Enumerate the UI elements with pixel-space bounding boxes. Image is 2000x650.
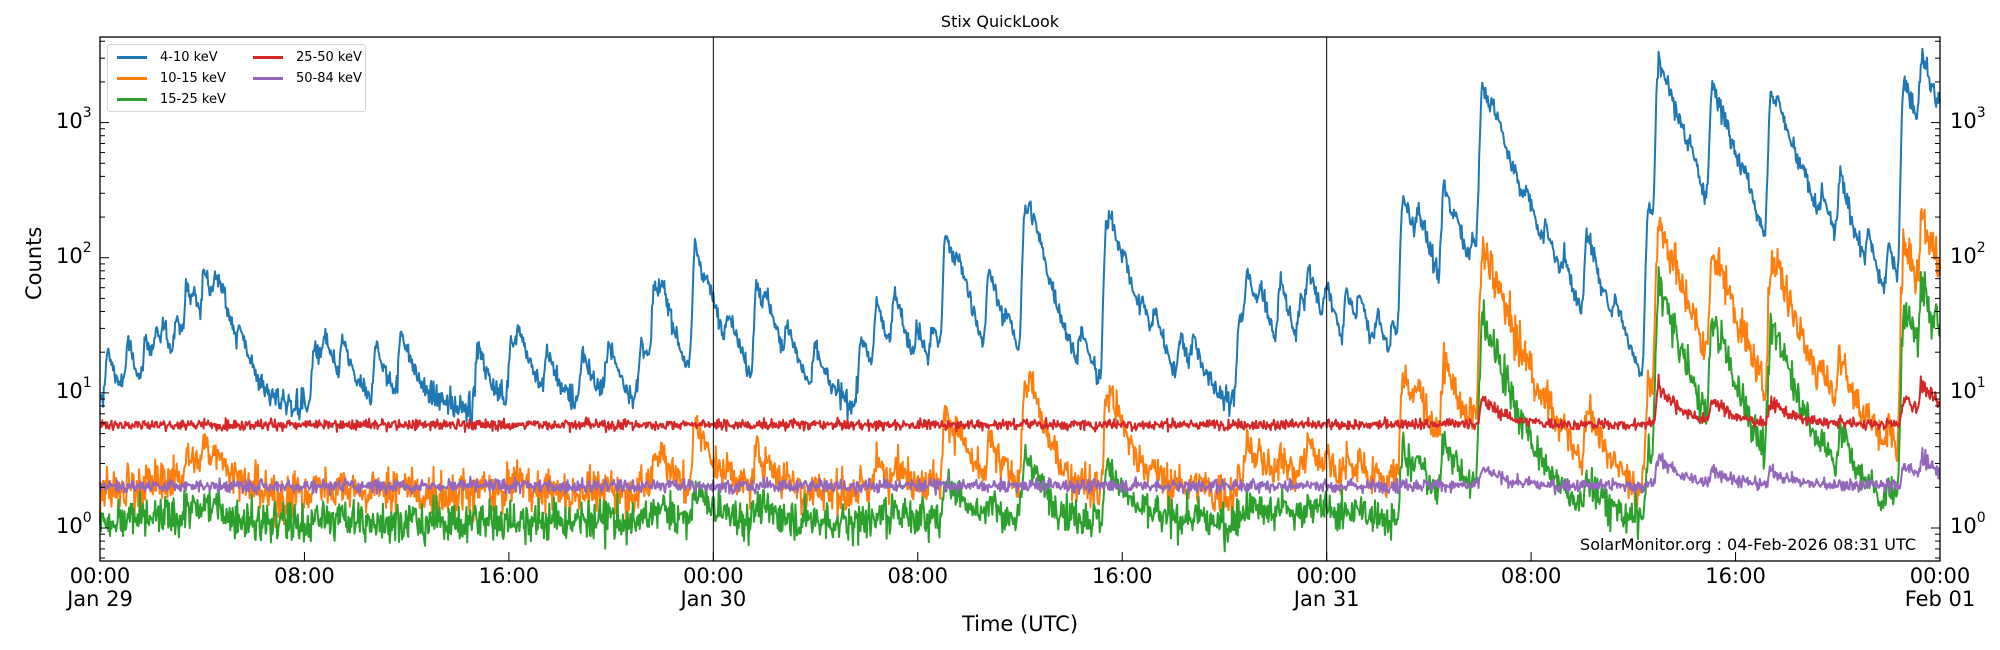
x-tick-label: 16:00	[1705, 564, 1766, 588]
x-tick-label: 00:00 Jan 30	[680, 564, 747, 611]
legend-swatch	[117, 77, 147, 80]
legend-item-15-25kev: 15-25 keV	[117, 92, 226, 107]
legend-swatch	[117, 56, 147, 59]
y-tick-label-left: 100	[56, 510, 92, 538]
legend-swatch	[253, 56, 283, 59]
x-tick-label: 00:00 Feb 01	[1904, 564, 1976, 611]
x-tick-label: 08:00	[274, 564, 335, 588]
y-tick-label-left: 102	[56, 239, 92, 268]
y-tick-label-left: 101	[56, 374, 92, 403]
legend-item-50-84kev: 50-84 keV	[253, 71, 362, 86]
legend-swatch	[253, 77, 283, 80]
series-line-15-25kev	[99, 266, 1941, 553]
series-line-25-50kev	[99, 373, 1941, 434]
y-tick-label-left: 103	[56, 104, 92, 133]
legend-item-25-50kev: 25-50 keV	[253, 50, 362, 65]
axes-frame	[99, 36, 1941, 562]
watermark-text: SolarMonitor.org : 04-Feb-2026 08:31 UTC	[1580, 535, 1916, 554]
y-axis-label: Counts	[22, 226, 46, 300]
x-tick-label: 00:00 Jan 31	[1293, 564, 1360, 611]
chart-title: Stix QuickLook	[940, 12, 1060, 31]
x-axis-label: Time (UTC)	[961, 612, 1079, 636]
y-tick-label-right: 102	[1950, 239, 1986, 268]
series-line-50-84kev	[99, 447, 1941, 497]
x-tick-label: 08:00	[1500, 564, 1562, 588]
x-tick-label: 00:00 Jan 29	[67, 564, 133, 611]
legend-swatch	[117, 98, 147, 101]
x-tick-label: 16:00	[1091, 564, 1153, 588]
legend-item-4-10kev: 4-10 keV	[117, 50, 218, 65]
x-tick-label: 16:00	[478, 564, 540, 588]
y-tick-label-right: 103	[1950, 104, 1986, 133]
series-line-4-10kev	[99, 47, 1941, 425]
legend-item-10-15kev: 10-15 keV	[117, 71, 226, 86]
x-tick-label: 08:00	[887, 564, 949, 588]
y-tick-label-right: 101	[1950, 374, 1986, 403]
legend: 4-10 keV 10-15 keV 15-25 keV 25-50 keV 5…	[107, 44, 366, 112]
series-line-10-15kev	[99, 207, 1941, 529]
y-tick-label-right: 100	[1950, 510, 1986, 538]
